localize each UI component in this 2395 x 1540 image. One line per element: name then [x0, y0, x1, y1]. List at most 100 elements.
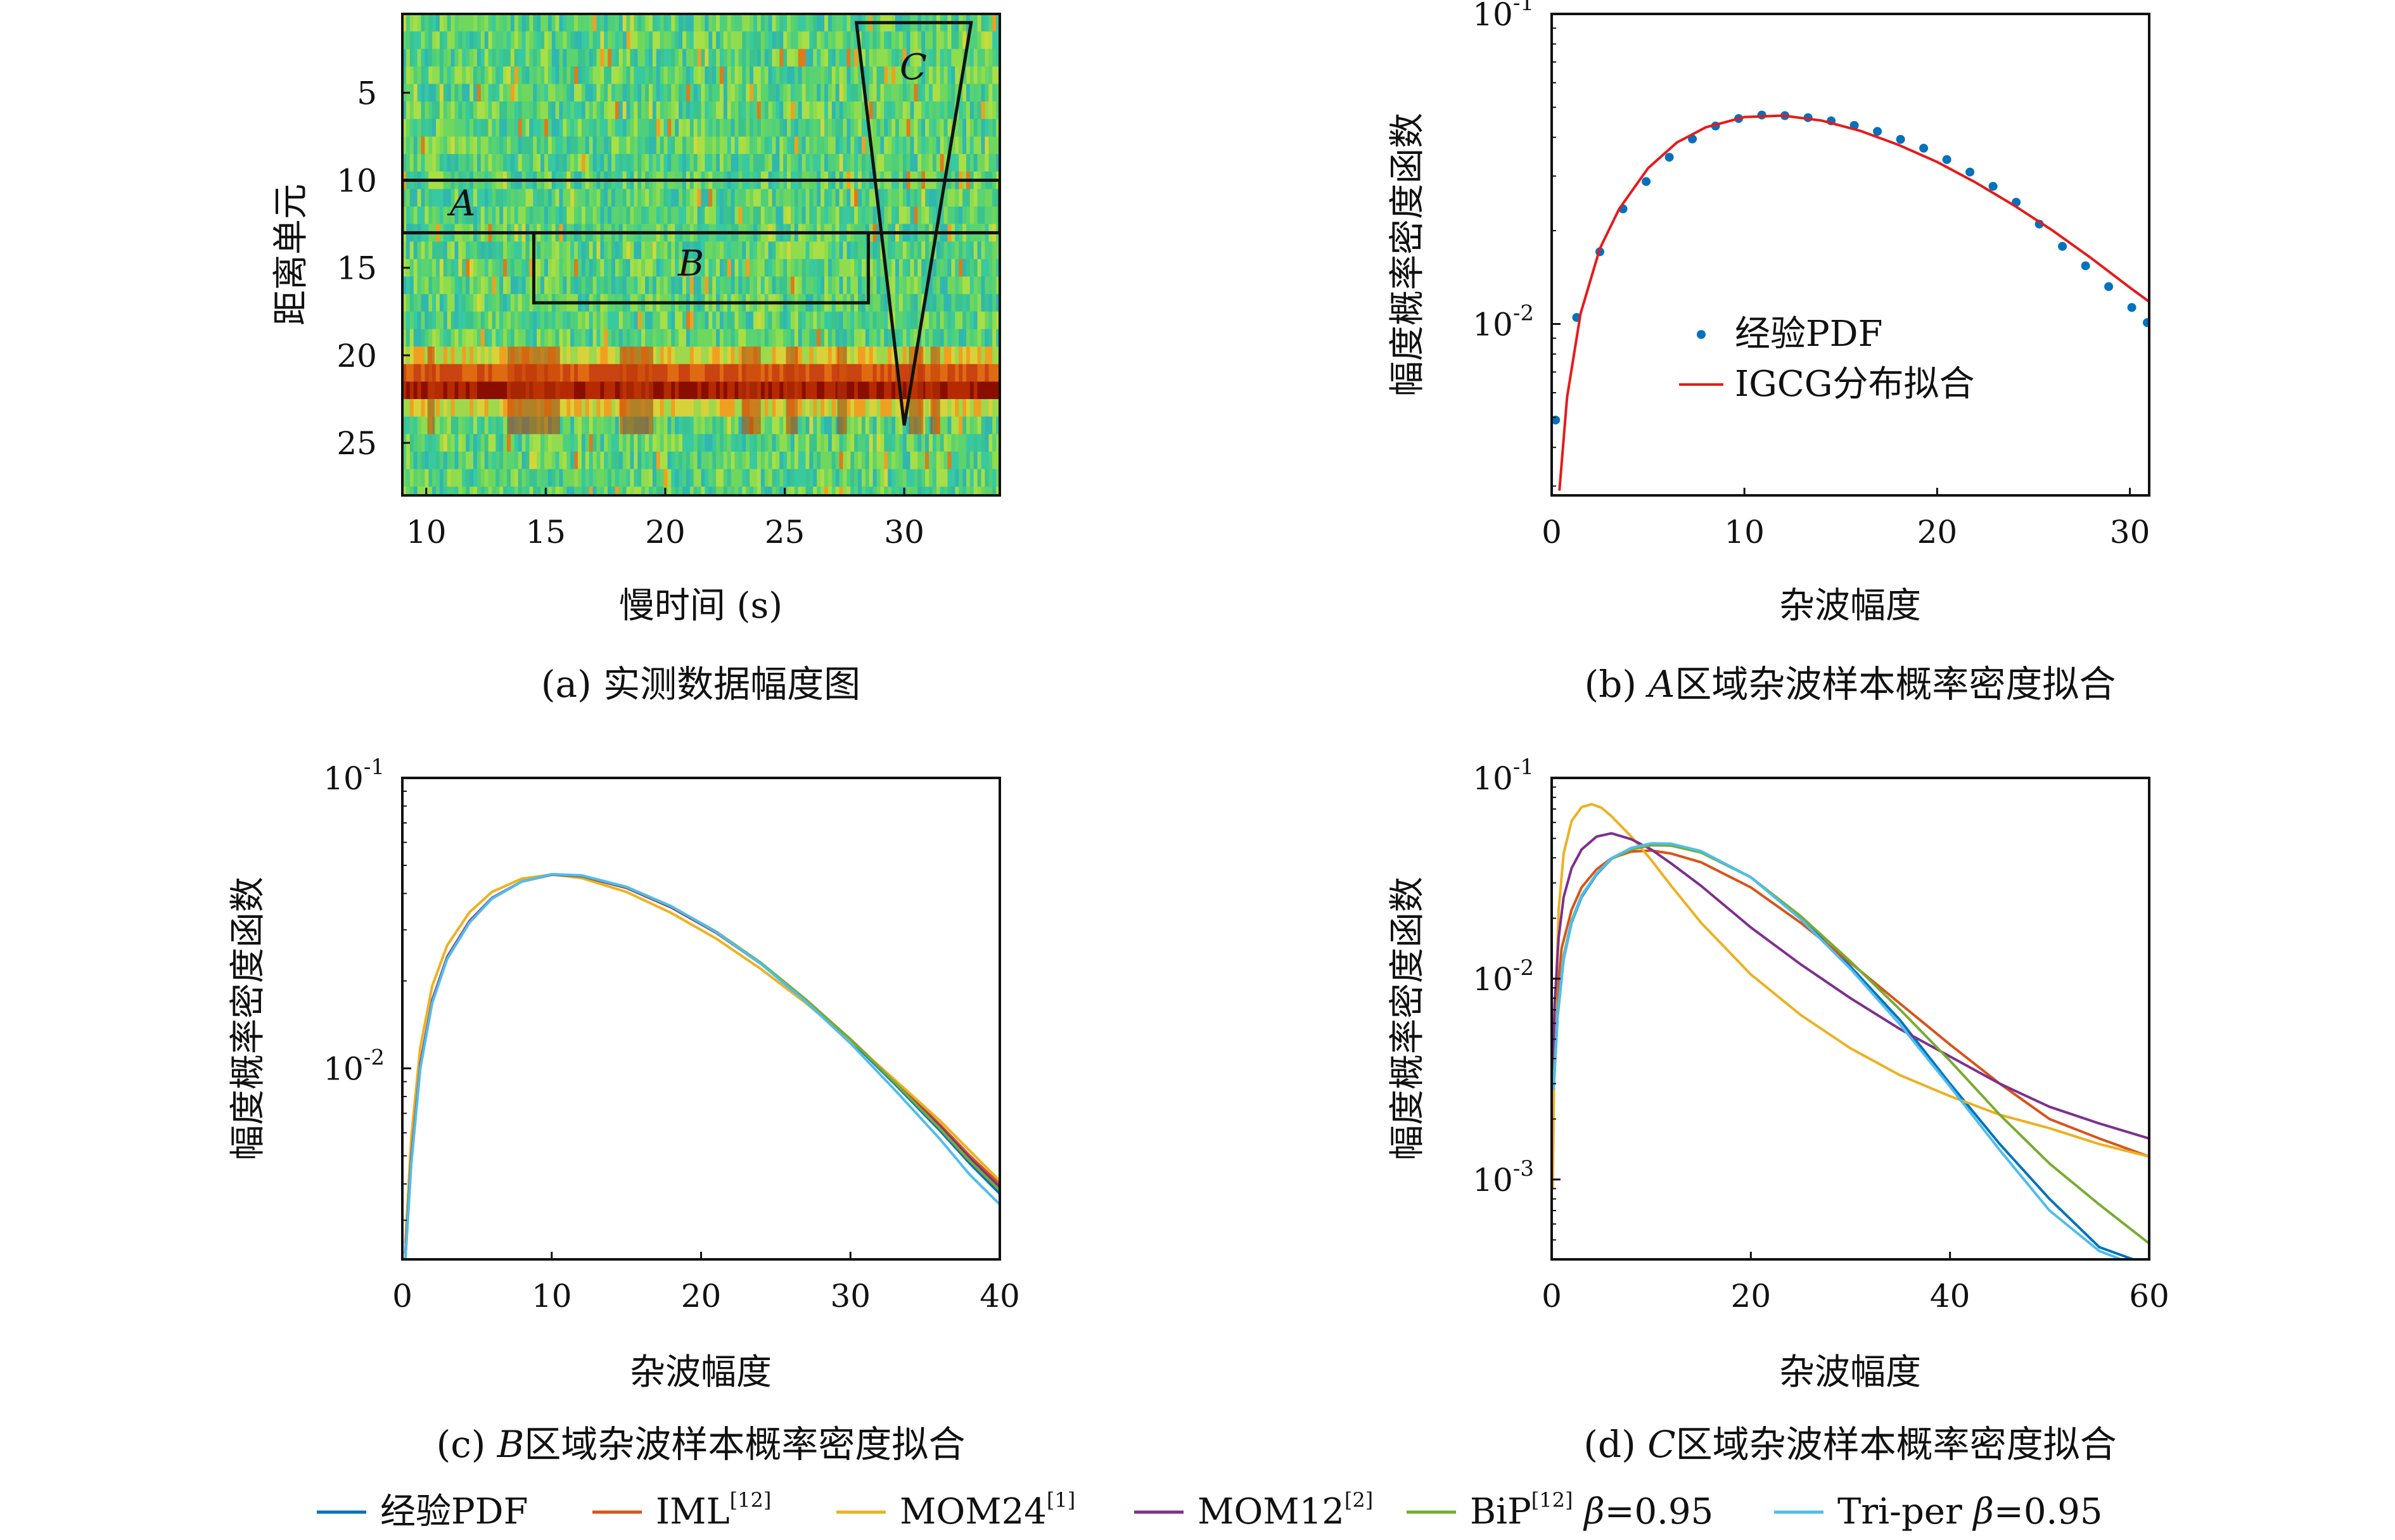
x-axis-label-a: 慢时间 (s) [619, 585, 782, 627]
heatmap-cell [660, 258, 665, 277]
heatmap-cell [652, 241, 657, 260]
heatmap-cell [469, 101, 474, 120]
heatmap-cell [529, 469, 533, 487]
heatmap-cell [760, 487, 765, 495]
heatmap-cell [768, 399, 773, 417]
heatmap-cell [966, 207, 971, 225]
heatmap-cell [764, 451, 769, 470]
heatmap-cell [488, 294, 493, 312]
heatmap-cell [888, 276, 892, 295]
heatmap-cell [936, 66, 941, 85]
heatmap-cell [529, 258, 533, 277]
heatmap-cell [794, 84, 799, 102]
heatmap-cell [794, 118, 799, 137]
heatmap-cell [917, 66, 922, 85]
heatmap-cell [966, 469, 971, 487]
heatmap-cell [959, 207, 963, 225]
heatmap-cell [898, 31, 904, 49]
heatmap-cell [805, 416, 810, 435]
heatmap-cell [425, 14, 429, 32]
heatmap-cell [679, 451, 683, 470]
heatmap-cell [708, 154, 713, 172]
heatmap-cell [992, 14, 997, 32]
heatmap-cell [992, 487, 997, 495]
heatmap-cell [776, 434, 780, 452]
heatmap-cell [824, 84, 829, 102]
heatmap-cell [499, 381, 504, 400]
heatmap-cell [649, 258, 653, 277]
heatmap-cell [432, 276, 437, 295]
heatmap-cell [936, 469, 941, 487]
heatmap-cell [432, 487, 437, 495]
heatmap-cell [872, 451, 878, 470]
heatmap-cell [985, 154, 989, 172]
heatmap-cell [839, 258, 844, 277]
heatmap-cell [723, 381, 728, 400]
heatmap-cell [861, 154, 866, 172]
heatmap-cell [443, 84, 448, 102]
heatmap-cell [656, 434, 661, 452]
heatmap-cell [757, 189, 762, 207]
heatmap-cell [824, 154, 829, 172]
heatmap-cell [518, 66, 523, 85]
heatmap-cell [716, 136, 720, 155]
heatmap-cell [566, 31, 571, 49]
heatmap-cell [436, 276, 440, 295]
heatmap-cell [872, 118, 878, 137]
heatmap-cell [454, 276, 459, 295]
heatmap-cell [615, 311, 620, 329]
heatmap-cell [846, 49, 851, 67]
heatmap-cell [951, 487, 955, 495]
heatmap-cell [630, 101, 634, 120]
heatmap-cell [779, 381, 784, 400]
heatmap-cell [932, 189, 937, 207]
heatmap-cell [637, 189, 642, 207]
heatmap-cell [985, 416, 989, 435]
heatmap-cell [439, 364, 444, 382]
heatmap-cell [947, 66, 952, 85]
heatmap-cell [592, 416, 597, 435]
heatmap-cell [533, 189, 537, 207]
heatmap-cell [421, 84, 425, 102]
heatmap-cell [996, 49, 1000, 67]
heatmap-cell [708, 49, 713, 67]
heatmap-cell [570, 241, 575, 260]
heatmap-cell [891, 258, 896, 277]
heatmap-cell [988, 258, 993, 277]
heatmap-cell [476, 49, 482, 67]
heatmap-cell [705, 276, 709, 295]
heatmap-cell [551, 49, 556, 67]
heatmap-cell [805, 329, 810, 347]
heatmap-cell [652, 207, 657, 225]
heatmap-cell [409, 14, 414, 32]
heatmap-cell [697, 329, 702, 347]
heatmap-cell [488, 101, 493, 120]
heatmap-cell [716, 189, 720, 207]
heatmap-cell [604, 154, 608, 172]
heatmap-cell [611, 347, 616, 365]
heatmap-cell [425, 258, 429, 277]
heatmap-cell [869, 416, 874, 435]
heatmap-cell [969, 189, 974, 207]
heatmap-cell [843, 241, 847, 260]
heatmap-cell [955, 434, 959, 452]
heatmap-cell [608, 381, 612, 400]
heatmap-cell [731, 136, 736, 155]
heatmap-cell [854, 329, 859, 347]
heatmap-cell [827, 487, 833, 495]
heatmap-cell [578, 136, 582, 155]
heatmap-cell [436, 189, 440, 207]
heatmap-cell [514, 31, 519, 49]
heatmap-cell [600, 84, 604, 102]
heatmap-cell [843, 276, 847, 295]
heatmap-cell [794, 329, 799, 347]
heatmap-cell [802, 84, 807, 102]
heatmap-cell [533, 101, 537, 120]
heatmap-cell [641, 101, 646, 120]
heatmap-cell [813, 276, 817, 295]
heatmap-cell [977, 364, 982, 382]
heatmap-cell [447, 399, 452, 417]
heatmap-cell [443, 381, 448, 400]
heatmap-cell [547, 189, 552, 207]
heatmap-cell [533, 487, 537, 495]
